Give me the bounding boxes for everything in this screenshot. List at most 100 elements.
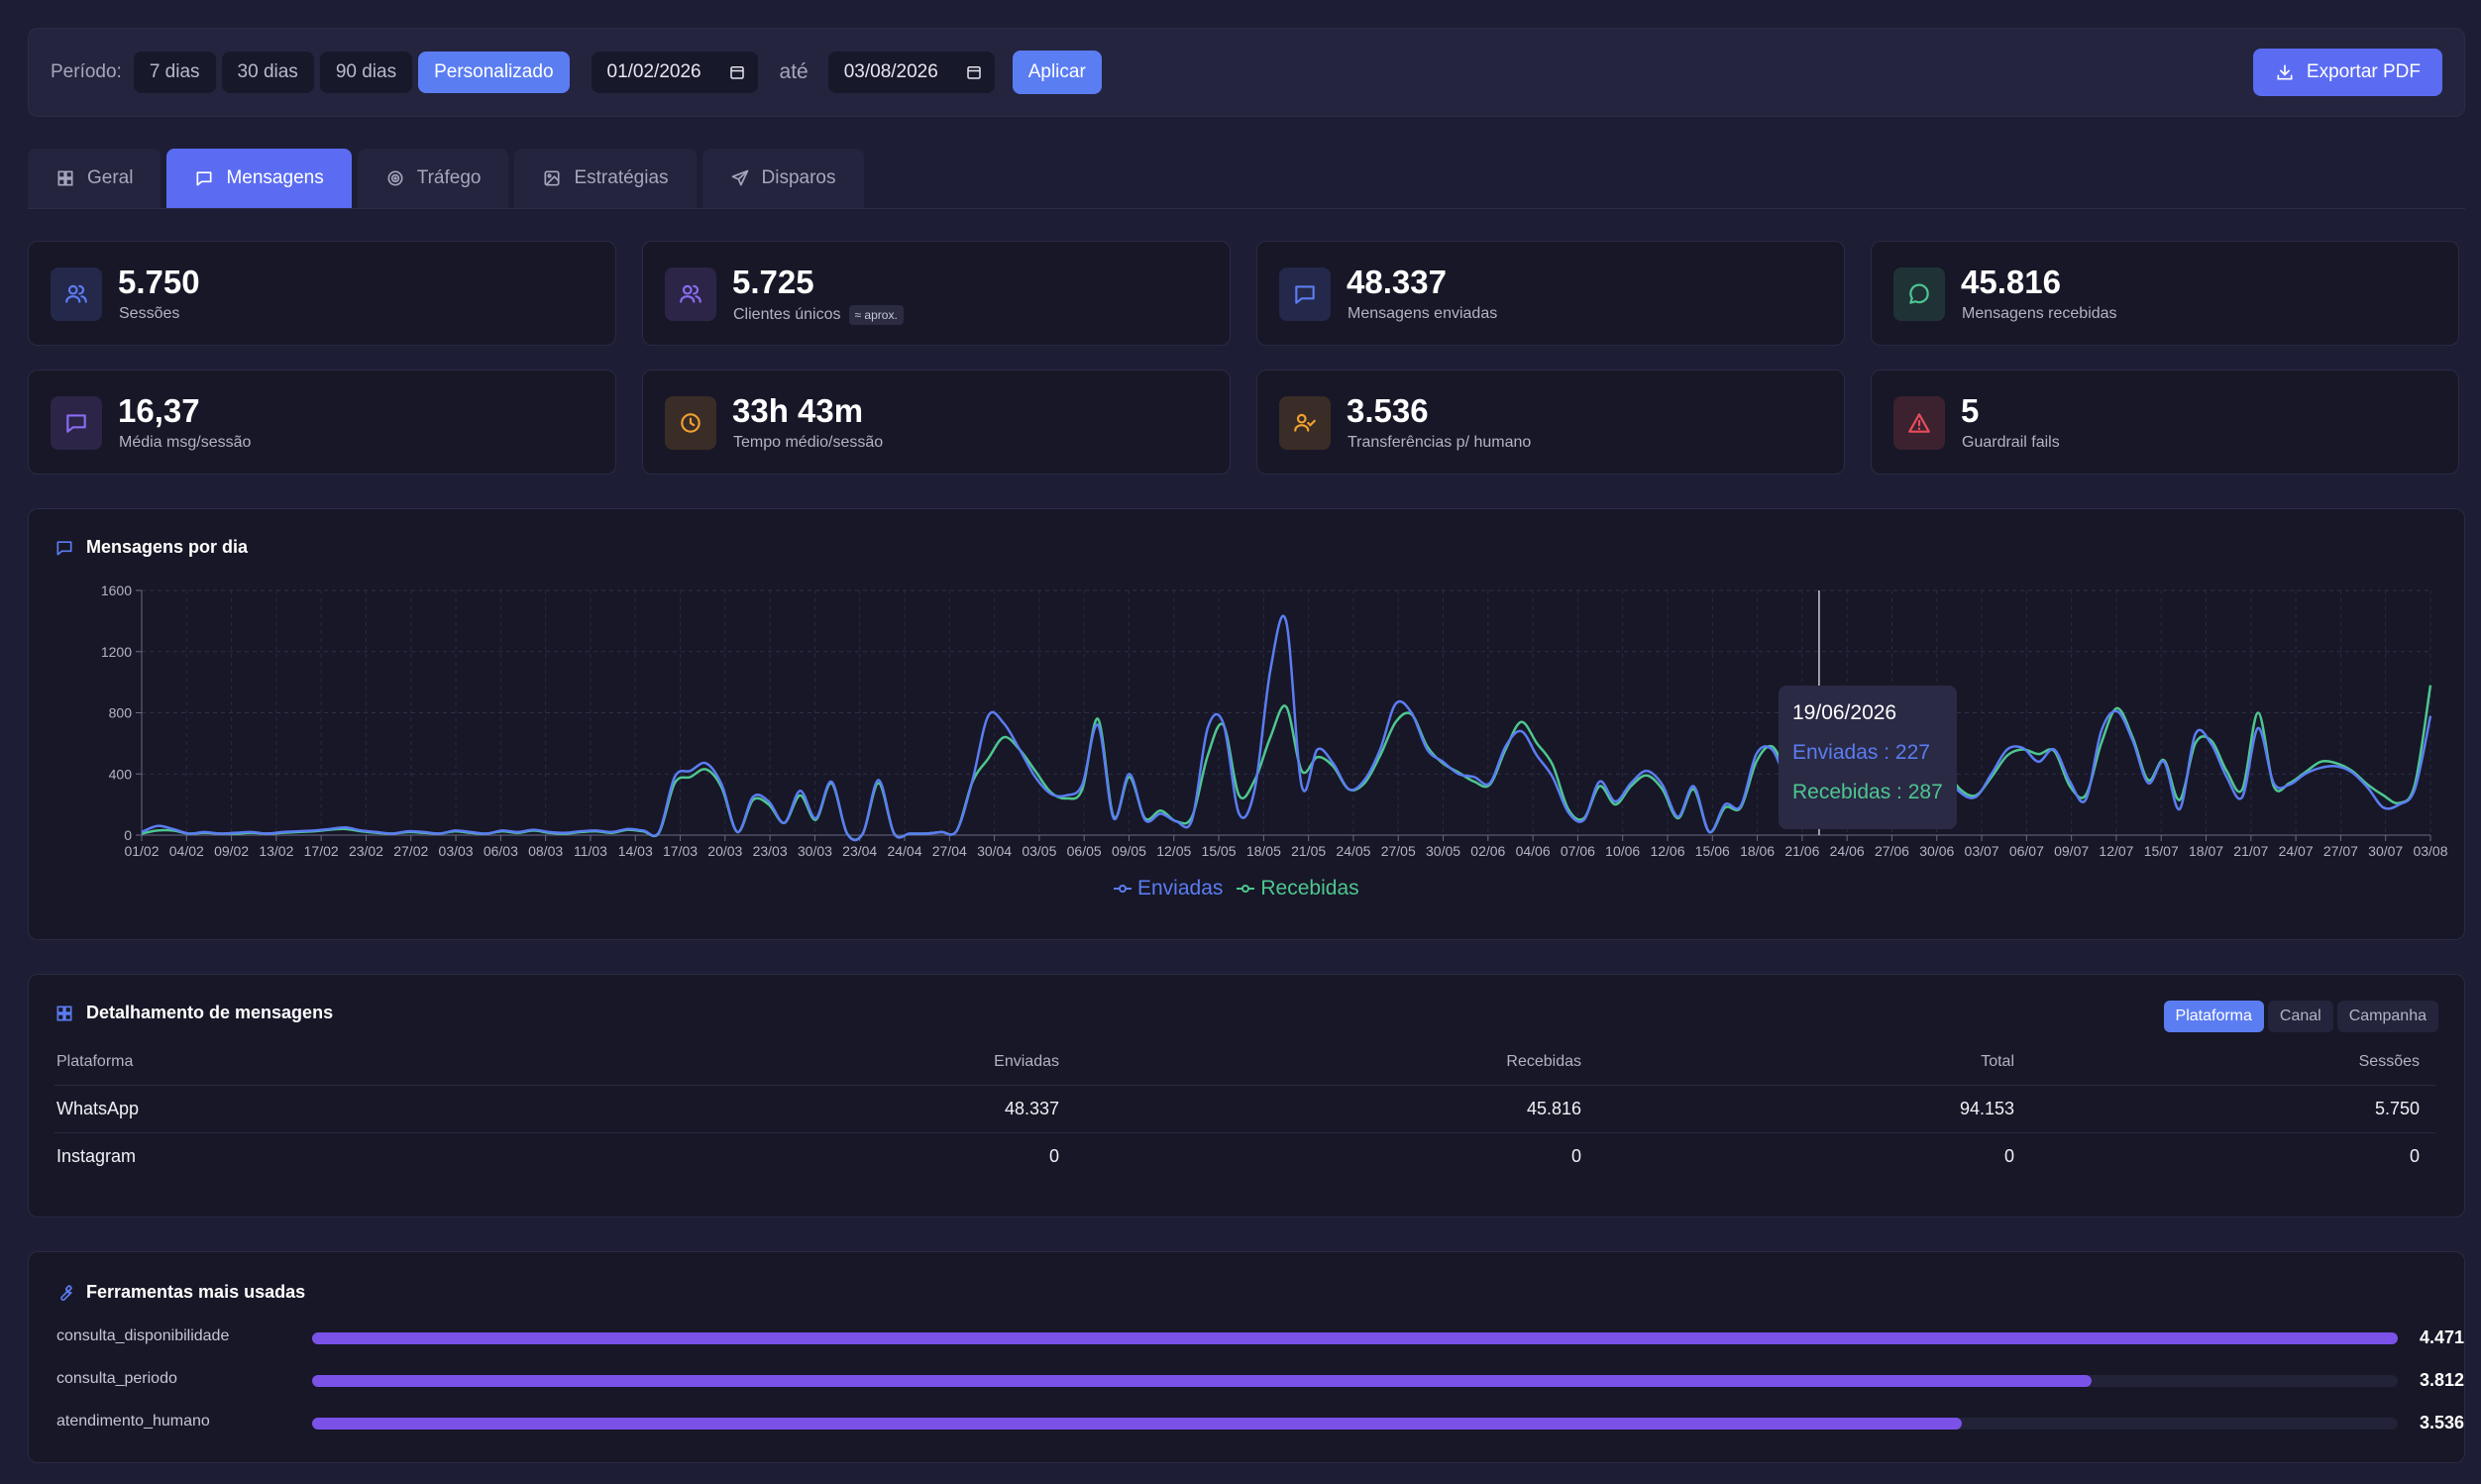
message-icon xyxy=(1295,285,1315,304)
tab-label: Mensagens xyxy=(226,167,324,188)
tools-title: Ferramentas mais usadas xyxy=(54,1282,305,1303)
kpi-caption-text: Média msg/sessão xyxy=(119,434,252,451)
date-to-input[interactable]: 03/08/2026 xyxy=(827,52,995,93)
preset-90-days-button[interactable]: 90 dias xyxy=(319,52,413,93)
detail-table: Plataforma Enviadas Recebidas Total Sess… xyxy=(54,1039,2435,1180)
kpi-caption-text: Tempo médio/sessão xyxy=(733,434,884,451)
chart-title-text: Mensagens por dia xyxy=(86,537,249,557)
kpi-icon-box xyxy=(665,396,716,450)
legend-line-icon xyxy=(1114,885,1132,893)
alert-triangle-icon xyxy=(1908,413,1930,433)
segment-canal[interactable]: Canal xyxy=(2267,1001,2333,1032)
table-cell: 48.337 xyxy=(580,1085,1075,1133)
legend-line-icon xyxy=(1237,885,1255,893)
preset-custom-button[interactable]: Personalizado xyxy=(418,52,570,93)
kpi-caption: Tempo médio/sessão xyxy=(733,434,883,452)
kpi-caption: Clientes únicos ≈ aprox. xyxy=(733,305,904,325)
kpi-card-unique-clients: 5.725 Clientes únicos ≈ aprox. xyxy=(642,241,1231,346)
tool-count: 3.536 xyxy=(2419,1413,2464,1432)
table-cell: 0 xyxy=(1048,1145,1059,1166)
kpi-value: 16,37 xyxy=(118,392,200,429)
kpi-card-sessions: 5.750 Sessões xyxy=(28,241,616,346)
tool-bar-fill xyxy=(312,1375,2092,1387)
tab-estrategias[interactable]: Estratégias xyxy=(514,149,697,208)
export-pdf-label: Exportar PDF xyxy=(2306,61,2421,82)
kpi-caption: Mensagens enviadas xyxy=(1348,305,1497,323)
legend-item-received[interactable]: Recebidas xyxy=(1237,877,1359,901)
messages-per-day-panel: Mensagens por dia xyxy=(28,508,2465,940)
table-header-row: Plataforma Enviadas Recebidas Total Sess… xyxy=(54,1039,2435,1086)
approx-badge: ≈ aprox. xyxy=(848,305,904,325)
chart-legend: Enviadas Recebidas xyxy=(1114,877,1359,901)
apply-button[interactable]: Aplicar xyxy=(1012,51,1102,94)
table-cell: 45.816 xyxy=(1075,1085,1597,1133)
tool-count: 3.812 xyxy=(2419,1370,2464,1390)
tool-bar-track xyxy=(312,1332,2398,1344)
table-cell: 0 xyxy=(2409,1145,2420,1166)
target-icon xyxy=(387,170,403,186)
date-from-input[interactable]: 01/02/2026 xyxy=(591,52,758,93)
kpi-card-avg-messages: 16,37 Média msg/sessão xyxy=(28,370,616,475)
kpi-card-avg-time: 33h 43m Tempo médio/sessão xyxy=(642,370,1231,475)
date-from-value: 01/02/2026 xyxy=(606,61,701,82)
kpi-caption-text: Mensagens recebidas xyxy=(1962,305,2117,322)
user-check-icon xyxy=(1294,413,1316,432)
tab-label: Geral xyxy=(87,167,134,188)
date-to-value: 03/08/2026 xyxy=(843,61,938,82)
tool-row: consulta_periodo 3.812 xyxy=(56,1370,2464,1390)
tab-trafego[interactable]: Tráfego xyxy=(357,149,509,208)
kpi-value: 5.750 xyxy=(118,264,200,300)
tab-geral[interactable]: Geral xyxy=(28,149,162,208)
detail-title-text: Detalhamento de mensagens xyxy=(86,1003,334,1022)
tool-name: consulta_disponibilidade xyxy=(56,1327,230,1344)
chart-tooltip: 19/06/2026 Enviadas : 227 Recebidas : 28… xyxy=(1779,686,1957,829)
detail-segment-control: Plataforma Canal Campanha xyxy=(2163,1001,2438,1032)
kpi-value: 3.536 xyxy=(1347,392,1429,429)
column-header: Plataforma xyxy=(54,1039,580,1086)
tab-mensagens[interactable]: Mensagens xyxy=(166,149,352,208)
tool-bar-fill xyxy=(312,1332,2398,1344)
message-icon xyxy=(196,171,212,186)
table-cell: WhatsApp xyxy=(54,1085,580,1133)
tool-count: 4.471 xyxy=(2419,1327,2464,1347)
tab-label: Estratégias xyxy=(574,167,669,188)
tab-disparos[interactable]: Disparos xyxy=(701,149,864,208)
message-circle-icon xyxy=(1909,283,1929,304)
calendar-icon[interactable] xyxy=(728,63,746,81)
legend-item-sent[interactable]: Enviadas xyxy=(1114,877,1223,901)
column-header: Recebidas xyxy=(1075,1039,1597,1086)
kpi-value: 48.337 xyxy=(1347,264,1447,300)
calendar-icon[interactable] xyxy=(965,63,983,81)
kpi-caption-text: Clientes únicos xyxy=(733,306,841,323)
tool-row: atendimento_humano 3.536 xyxy=(56,1413,2464,1432)
kpi-icon-box xyxy=(1893,267,1945,321)
column-header: Total xyxy=(1597,1039,2030,1086)
tool-bar-fill xyxy=(312,1418,1963,1430)
table-cell: 94.153 xyxy=(1597,1085,2030,1133)
table-row: Instagram 0 0 0 0 xyxy=(54,1132,2435,1180)
preset-7-days-button[interactable]: 7 dias xyxy=(133,52,216,93)
tooltip-sent: Enviadas : 227 xyxy=(1792,741,1930,764)
column-header: Sessões xyxy=(2030,1039,2435,1086)
chart-title: Mensagens por dia xyxy=(54,537,248,558)
segment-plataforma[interactable]: Plataforma xyxy=(2163,1001,2264,1032)
kpi-caption: Média msg/sessão xyxy=(119,434,251,452)
table-cell: 0 xyxy=(1570,1145,1581,1166)
kpi-card-messages-received: 45.816 Mensagens recebidas xyxy=(1871,241,2459,346)
preset-30-days-button[interactable]: 30 dias xyxy=(221,52,314,93)
message-detail-panel: Detalhamento de mensagens Plataforma Can… xyxy=(28,974,2465,1218)
kpi-value: 45.816 xyxy=(1961,264,2061,300)
image-icon xyxy=(544,170,560,186)
section-tabs: Geral Mensagens Tráfego Estratégias Disp… xyxy=(28,149,864,208)
kpi-icon-box xyxy=(1279,267,1331,321)
segment-campanha[interactable]: Campanha xyxy=(2336,1001,2438,1032)
top-tools-panel: Ferramentas mais usadas consulta_disponi… xyxy=(28,1251,2465,1463)
legend-label: Recebidas xyxy=(1260,877,1359,900)
export-pdf-button[interactable]: Exportar PDF xyxy=(2252,49,2442,96)
tool-name: atendimento_humano xyxy=(56,1413,210,1430)
kpi-caption-text: Mensagens enviadas xyxy=(1348,305,1498,322)
kpi-value: 5.725 xyxy=(732,264,814,300)
tool-bar-track xyxy=(312,1418,2398,1430)
kpi-caption-text: Guardrail fails xyxy=(1962,434,2060,451)
